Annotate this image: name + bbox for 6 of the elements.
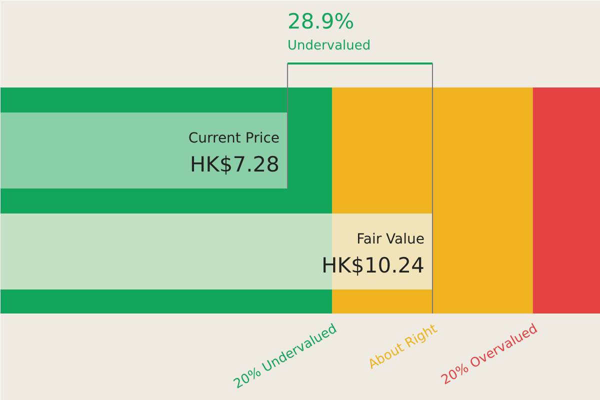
y-tick-label: Fair Value — [356, 232, 425, 248]
data-label: HK$7.28 — [190, 152, 280, 176]
data-label: HK$10.24 — [321, 254, 425, 278]
text: Undervalued — [288, 38, 371, 54]
y-tick-label: Current Price — [188, 130, 280, 146]
text: 28.9% — [288, 10, 354, 34]
